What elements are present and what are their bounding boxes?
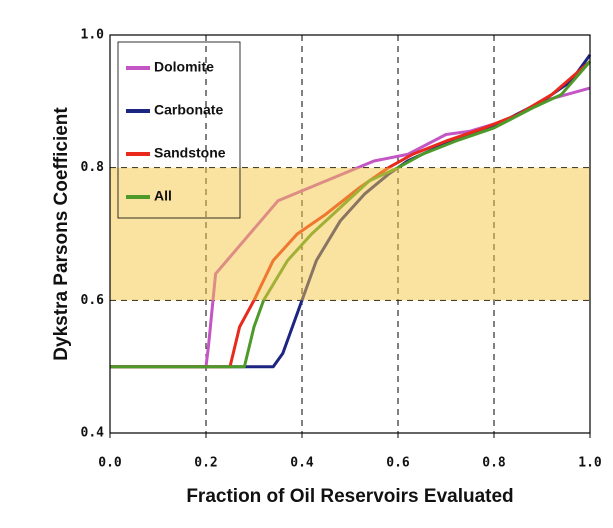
x-tick-label: 1.0 <box>578 456 602 471</box>
plot-frame <box>109 34 591 434</box>
x-axis-title: Fraction of Oil Reservoirs Evaluated <box>186 486 513 507</box>
x-tick-label: 0.2 <box>194 456 217 471</box>
y-tick-label: 0.8 <box>81 160 105 175</box>
x-tick-label: 0.6 <box>386 456 410 471</box>
x-tick-label: 0.0 <box>98 456 122 471</box>
legend-label: Dolomite <box>154 59 214 75</box>
legend-box <box>117 41 241 219</box>
legend-label: Carbonate <box>154 102 223 118</box>
shaded-range <box>110 167 590 301</box>
legend-label: All <box>154 188 172 204</box>
y-tick-label: 0.4 <box>81 426 105 441</box>
y-tick-label: 1.0 <box>81 28 105 43</box>
x-tick-label: 0.4 <box>290 456 314 471</box>
legend-label: Sandstone <box>154 145 226 161</box>
y-tick-label: 0.6 <box>81 293 105 308</box>
x-tick-label: 0.8 <box>482 456 506 471</box>
y-axis-title: Dykstra Parsons Coefficient <box>51 107 72 361</box>
